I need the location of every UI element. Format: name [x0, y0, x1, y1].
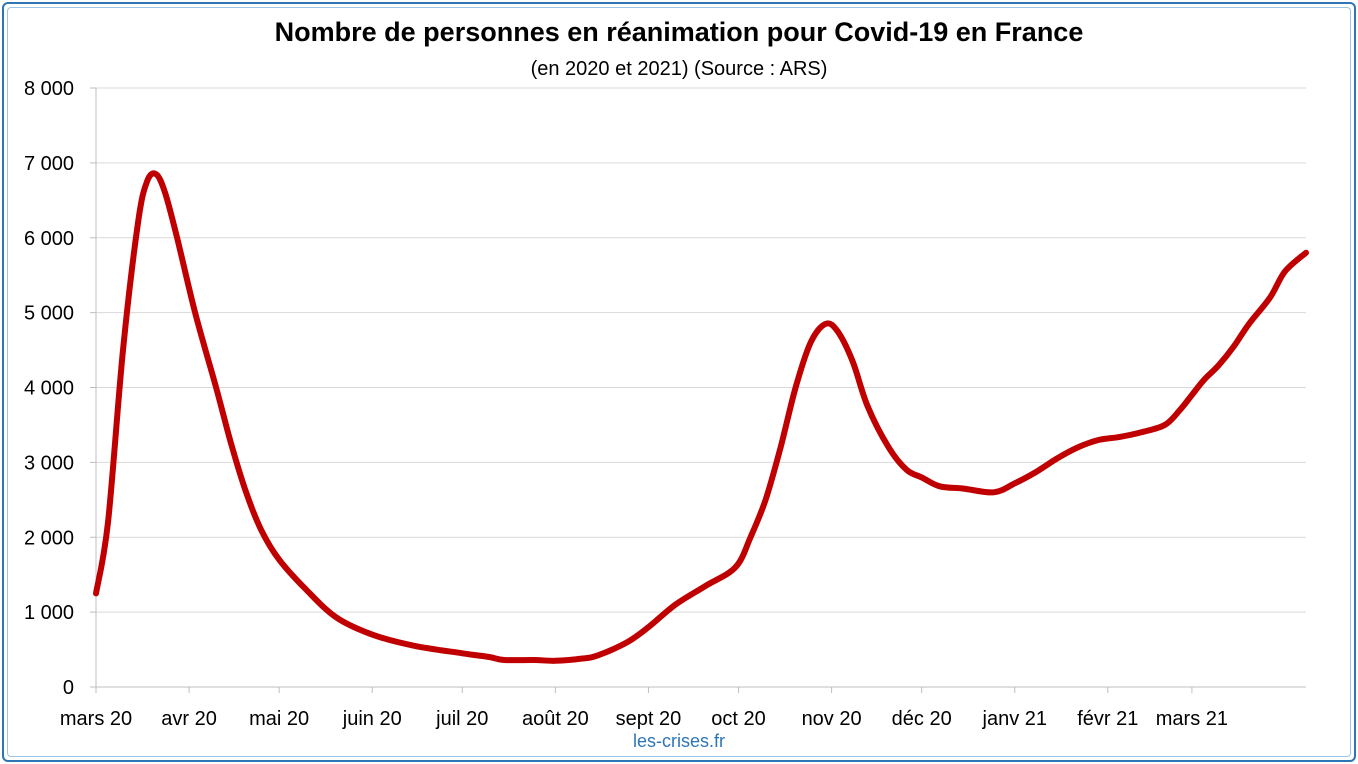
x-tick-label: nov 20	[802, 708, 862, 730]
y-tick-label: 7 000	[24, 153, 74, 175]
gridlines	[96, 87, 1306, 613]
x-tick-label: avr 20	[161, 708, 217, 730]
y-tick-label: 3 000	[24, 452, 74, 474]
x-tick-label: févr 21	[1077, 708, 1138, 730]
x-tick-label: juil 20	[435, 708, 488, 730]
y-tick-label: 5 000	[24, 303, 74, 325]
series-layer	[93, 170, 1309, 664]
series-line	[93, 170, 1309, 664]
chart-title: Nombre de personnes en réanimation pour …	[274, 17, 1084, 47]
x-tick-label: sept 20	[616, 708, 682, 730]
x-tick-labels: mars 20 avr 20 mai 20 juin 20 juil 20 août 20…	[60, 708, 1228, 730]
x-tick-label: janv 21	[982, 708, 1048, 730]
axes	[90, 87, 1306, 693]
y-tick-label: 4 000	[24, 378, 74, 400]
x-tick-label: juin 20	[342, 708, 402, 730]
y-tick-label: 8 000	[24, 78, 74, 100]
x-tick-label: mai 20	[249, 708, 309, 730]
y-tick-label: 1 000	[24, 602, 74, 624]
y-tick-labels: 0 1 000 2 000 3 000 4 000 5 000 6 000 7 000 8 00…	[24, 78, 74, 699]
x-tick-label: oct 20	[711, 708, 765, 730]
chart-frame-inner-border	[7, 7, 1351, 757]
chart-subtitle: (en 2020 et 2021) (Source : ARS)	[530, 58, 828, 80]
x-tick-label: déc 20	[892, 708, 952, 730]
x-tick-label: août 20	[522, 708, 589, 730]
y-tick-label: 2 000	[24, 527, 74, 549]
x-tick-label: mars 21	[1156, 708, 1228, 730]
x-tick-label: mars 20	[60, 708, 132, 730]
y-tick-label: 6 000	[24, 228, 74, 250]
source-credit: les-crises.fr	[632, 731, 725, 751]
y-tick-label: 0	[63, 677, 74, 699]
